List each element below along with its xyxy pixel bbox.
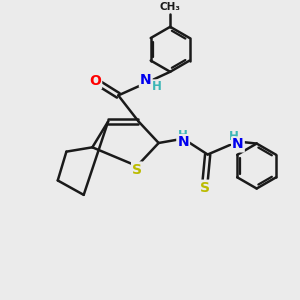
Text: H: H xyxy=(178,129,188,142)
Text: O: O xyxy=(89,74,101,88)
Text: H: H xyxy=(229,130,238,143)
Text: S: S xyxy=(200,181,210,195)
Text: CH₃: CH₃ xyxy=(160,2,181,13)
Text: N: N xyxy=(232,137,244,152)
Text: N: N xyxy=(140,73,152,87)
Text: H: H xyxy=(152,80,162,93)
Text: N: N xyxy=(177,135,189,149)
Text: S: S xyxy=(132,163,142,176)
